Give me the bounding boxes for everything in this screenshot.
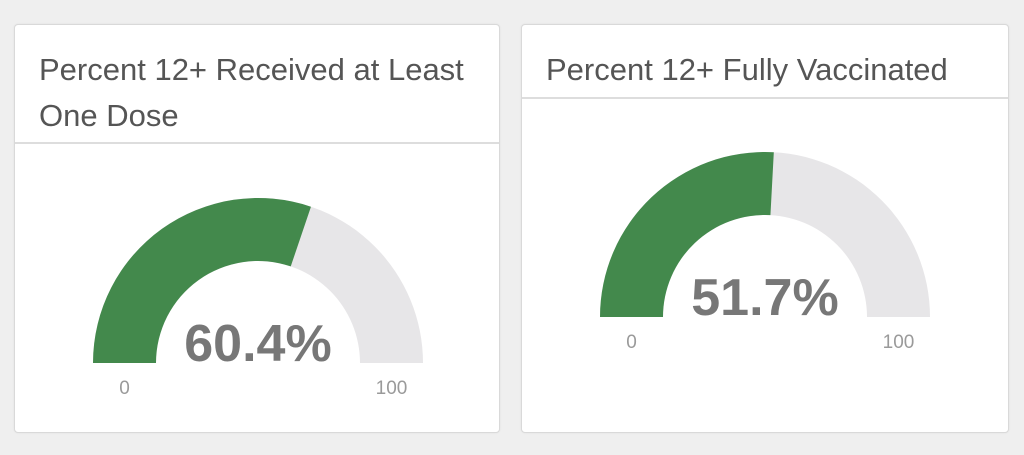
gauge-card-fully-vaccinated: Percent 12+ Fully Vaccinated 51.7% 0 100 bbox=[521, 24, 1009, 433]
gauge-value-label: 60.4% bbox=[184, 315, 331, 373]
gauge-chart-one-dose: 60.4% 0 100 bbox=[93, 197, 423, 399]
gauge-chart-fully-vaccinated: 51.7% 0 100 bbox=[600, 152, 930, 353]
gauge-card-one-dose: Percent 12+ Received at Least One Dose 6… bbox=[14, 24, 500, 433]
gauge-min-label: 0 bbox=[626, 332, 637, 353]
gauge-value-label: 51.7% bbox=[691, 269, 838, 327]
gauge-max-label: 100 bbox=[883, 332, 915, 353]
gauge-max-label: 100 bbox=[376, 378, 408, 399]
gauge-min-label: 0 bbox=[119, 378, 130, 399]
card-title: Percent 12+ Received at Least One Dose bbox=[15, 25, 499, 144]
card-title: Percent 12+ Fully Vaccinated bbox=[522, 25, 1008, 99]
gauge-fill bbox=[93, 197, 311, 363]
gauge-fill bbox=[600, 152, 774, 317]
